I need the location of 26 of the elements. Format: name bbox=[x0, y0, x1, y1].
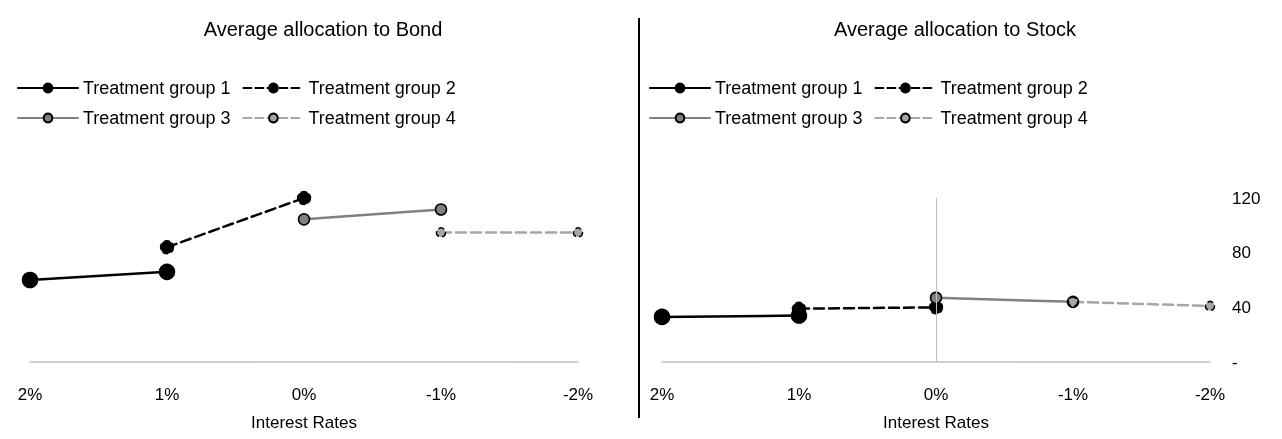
x-tick-label: 1% bbox=[786, 385, 812, 404]
legend-label: Treatment group 2 bbox=[940, 78, 1088, 98]
x-tick-label: -2% bbox=[562, 385, 594, 404]
x-axis-title: Interest Rates bbox=[251, 413, 357, 432]
legend-label: Treatment group 3 bbox=[83, 108, 231, 128]
legend-label: Treatment group 2 bbox=[308, 78, 456, 98]
y-tick-label: - bbox=[1232, 352, 1238, 372]
x-tick-label: 1% bbox=[154, 385, 180, 404]
legend-label: Treatment group 4 bbox=[308, 108, 456, 128]
y-tick-label: 80 bbox=[1232, 243, 1251, 263]
y-tick-label: 40 bbox=[1232, 297, 1251, 317]
x-tick-label: 2% bbox=[649, 385, 675, 404]
legend-label: Treatment group 3 bbox=[715, 108, 863, 128]
x-axis-title: Interest Rates bbox=[883, 413, 989, 432]
legend-label: Treatment group 1 bbox=[715, 78, 863, 98]
x-tick-label: 2% bbox=[17, 385, 43, 404]
x-tick-label: 0% bbox=[923, 385, 949, 404]
legend-label: Treatment group 4 bbox=[940, 108, 1088, 128]
x-tick-label: -1% bbox=[1057, 385, 1089, 404]
chart-title: Average allocation to Bond bbox=[203, 18, 443, 40]
chart-title: Average allocation to Stock bbox=[833, 18, 1077, 40]
x-tick-label: 0% bbox=[291, 385, 317, 404]
x-tick-label: -2% bbox=[1194, 385, 1226, 404]
y-tick-label: 120 bbox=[1232, 188, 1261, 208]
legend-label: Treatment group 1 bbox=[83, 78, 231, 98]
x-tick-label: -1% bbox=[425, 385, 457, 404]
